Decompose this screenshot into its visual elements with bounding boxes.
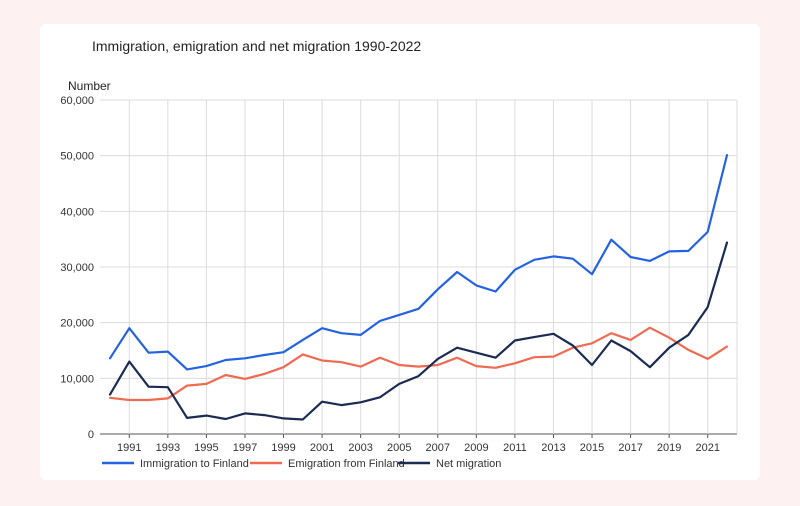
y-tick-label: 30,000 [60,262,94,274]
y-tick-label: 60,000 [60,95,94,107]
y-tick-label: 0 [88,429,94,441]
series-line-0 [108,154,729,371]
x-tick-label: 2011 [503,442,527,454]
chart-card: Immigration, emigration and net migratio… [40,24,760,480]
x-tick-label: 2003 [348,442,372,454]
x-tick-label: 1991 [117,442,141,454]
y-tick-label: 50,000 [60,151,94,163]
y-axis-label: Number [68,79,111,93]
x-tick-label: 1997 [233,442,257,454]
y-tick-label: 40,000 [60,206,94,218]
x-tick-label: 2007 [426,442,450,454]
x-tick-label: 2017 [618,442,642,454]
x-tick-label: 1995 [194,442,218,454]
x-tick-label: 1993 [156,442,180,454]
legend-label-1: Emigration from Finland [288,458,405,470]
x-tick-label: 2009 [464,442,488,454]
x-tick-label: 1999 [271,442,295,454]
series-lines [108,154,729,421]
series-line-2 [108,241,729,421]
y-tick-label: 10,000 [60,373,94,385]
chart-title: Immigration, emigration and net migratio… [92,38,421,54]
x-tick-label: 2013 [541,442,565,454]
grid-lines [100,99,738,435]
series-line-1 [108,326,729,402]
y-tick-label: 20,000 [60,318,94,330]
x-tick-label: 2005 [387,442,411,454]
legend-label-0: Immigration to Finland [140,458,249,470]
legend: Immigration to Finland Emigration from Fi… [102,458,501,470]
legend-label-2: Net migration [436,458,501,470]
migration-line-chart: Immigration, emigration and net migratio… [60,38,738,470]
x-tick-label: 2021 [695,442,719,454]
x-tick-label: 2019 [657,442,681,454]
x-tick-label: 2015 [580,442,604,454]
x-tick-label: 2001 [310,442,334,454]
axes: 0 10,000 20,000 30,000 40,000 50,000 60,000 199… [60,95,720,454]
